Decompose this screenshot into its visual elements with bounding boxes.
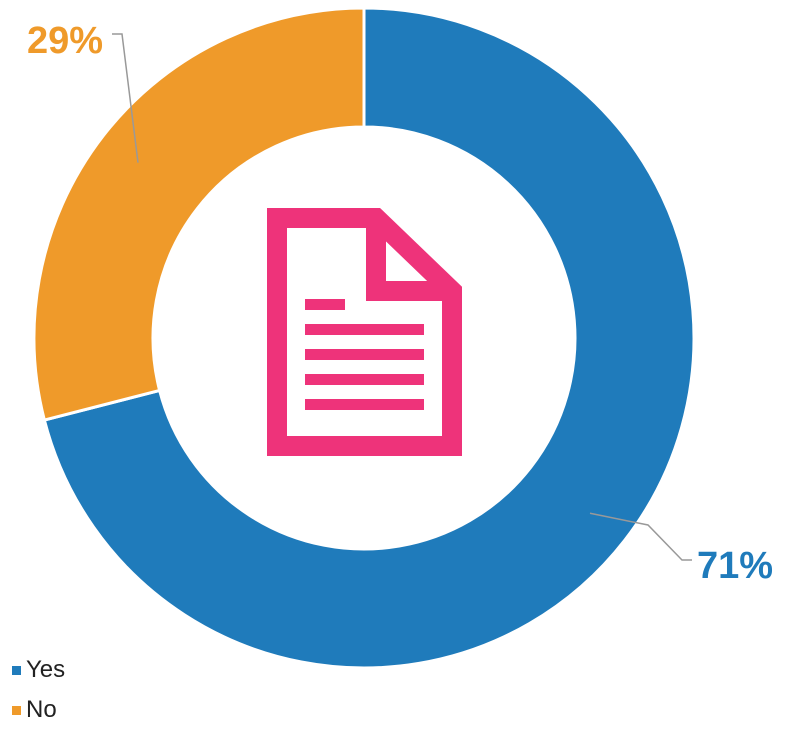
document-icon xyxy=(267,208,462,456)
data-label-no: 29% xyxy=(27,20,103,62)
legend-label-no: No xyxy=(26,696,57,723)
legend-swatch-no xyxy=(12,705,21,715)
slice-no xyxy=(32,6,366,422)
legend-item-no: No xyxy=(12,690,65,730)
leader-lines-group xyxy=(112,33,692,561)
legend-item-yes: Yes xyxy=(12,650,65,690)
leader-line-no xyxy=(112,33,139,163)
chart-legend: Yes No xyxy=(12,650,65,730)
legend-swatch-yes xyxy=(12,665,21,675)
slice-yes xyxy=(42,6,696,670)
data-label-yes: 71% xyxy=(697,545,773,587)
legend-label-yes: Yes xyxy=(26,656,66,683)
leader-line-yes xyxy=(589,512,692,561)
slices-group xyxy=(32,6,696,670)
data-labels-group: 71% 29% xyxy=(27,20,773,587)
